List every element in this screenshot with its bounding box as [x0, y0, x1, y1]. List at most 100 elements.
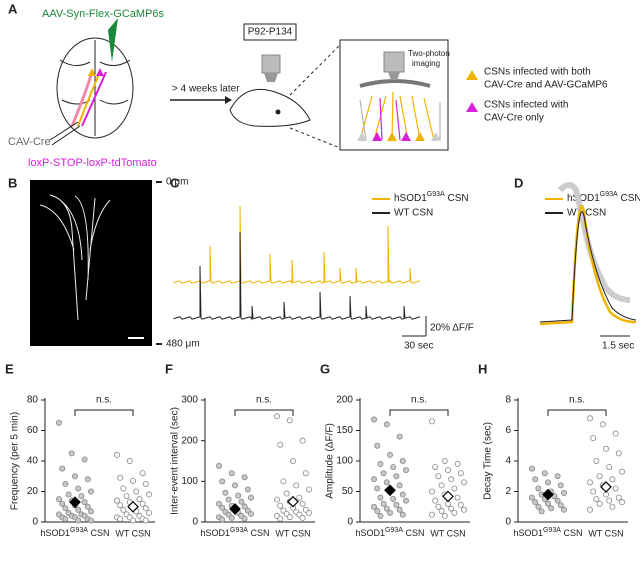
- data-point: [117, 502, 124, 509]
- micrograph: [30, 180, 152, 346]
- data-point: [435, 503, 442, 510]
- data-point: [438, 482, 445, 489]
- data-point: [139, 470, 146, 477]
- legend-text: CSNs infected with both: [484, 67, 591, 78]
- data-point: [299, 514, 306, 521]
- data-point: [142, 517, 149, 524]
- data-point: [554, 473, 561, 480]
- reporter-label: loxP-STOP-loxP-tdTomato: [28, 157, 157, 169]
- mean-marker: [229, 503, 241, 515]
- data-point: [380, 500, 387, 507]
- x-tick-label: WT CSN: [115, 528, 150, 538]
- data-point: [374, 508, 381, 515]
- data-point: [289, 457, 296, 464]
- data-point: [247, 510, 254, 517]
- data-point: [88, 488, 95, 495]
- brain-diagram: [49, 18, 478, 151]
- data-point: [215, 462, 222, 469]
- data-point: [370, 476, 377, 483]
- mean-marker: [542, 488, 554, 501]
- x-tick-label: hSOD1G93A CSN: [41, 527, 110, 538]
- data-point: [596, 500, 603, 507]
- data-point: [612, 485, 619, 492]
- data-point: [402, 467, 409, 474]
- data-point: [538, 508, 545, 515]
- data-point: [390, 495, 397, 502]
- scale-label: 30 sec: [404, 341, 433, 352]
- data-point: [219, 504, 226, 511]
- data-point: [399, 457, 406, 464]
- x-tick-label: WT CSN: [588, 528, 623, 538]
- data-point: [606, 464, 613, 471]
- age-label: P92-P134: [248, 27, 293, 38]
- data-point: [293, 482, 300, 489]
- data-point: [219, 478, 226, 485]
- scale-label: 20% ΔF/F: [430, 323, 474, 334]
- data-point: [451, 509, 458, 516]
- data-point: [593, 496, 600, 503]
- data-point: [609, 503, 616, 510]
- data-point: [386, 451, 393, 458]
- data-point: [435, 473, 442, 480]
- legend-text: hSOD1G93A CSN: [394, 191, 469, 203]
- y-tick-label: 4: [505, 456, 511, 467]
- data-point: [126, 457, 133, 464]
- data-point: [386, 509, 393, 516]
- panel-label: C: [170, 175, 180, 190]
- y-axis-label: Frequency (per 5 min): [10, 412, 21, 510]
- data-point: [457, 470, 464, 477]
- data-point: [145, 491, 152, 498]
- data-point: [222, 489, 229, 496]
- data-point: [68, 450, 75, 457]
- x-tick-label: hSOD1G93A CSN: [514, 527, 583, 538]
- data-point: [557, 502, 564, 509]
- data-point: [59, 465, 66, 472]
- y-tick-label: 300: [181, 395, 198, 406]
- data-point: [139, 500, 146, 507]
- data-point: [457, 501, 464, 508]
- data-point: [460, 479, 467, 486]
- data-point: [451, 485, 458, 492]
- panel-label: A: [8, 1, 18, 16]
- significance-bracket: [389, 409, 449, 416]
- scale-bar: [402, 316, 427, 337]
- axis: [359, 398, 470, 523]
- data-point: [56, 419, 63, 426]
- data-point: [432, 464, 439, 471]
- data-point: [393, 501, 400, 508]
- y-tick-label: 2: [505, 486, 511, 497]
- data-point: [529, 465, 536, 472]
- data-point: [244, 486, 251, 493]
- data-point: [75, 517, 82, 524]
- data-point: [65, 491, 72, 498]
- data-point: [535, 503, 542, 510]
- data-point: [370, 503, 377, 510]
- panel-label: B: [8, 175, 17, 190]
- panel-label: E: [5, 361, 14, 376]
- data-point: [280, 478, 287, 485]
- data-point: [62, 480, 69, 487]
- y-tick-label: 150: [336, 425, 353, 436]
- legend-text: CAV-Cre and AAV-GCaMP6: [484, 80, 608, 91]
- y-tick-label: 200: [336, 395, 353, 406]
- y-axis-label: Amplitude (ΔF/F): [325, 423, 336, 499]
- data-point: [612, 430, 619, 437]
- data-point: [273, 496, 280, 503]
- data-point: [283, 490, 290, 497]
- data-point: [305, 510, 312, 517]
- data-point: [136, 496, 143, 503]
- data-point: [305, 486, 312, 493]
- data-point: [444, 467, 451, 474]
- data-point: [56, 496, 63, 503]
- data-point: [535, 485, 542, 492]
- data-point: [548, 505, 555, 512]
- data-point: [62, 505, 69, 512]
- data-point: [529, 494, 536, 501]
- panel-label: G: [320, 361, 330, 376]
- data-point: [277, 515, 284, 522]
- data-point: [428, 418, 435, 425]
- data-point: [615, 450, 622, 457]
- x-tick-label: WT CSN: [275, 528, 310, 538]
- data-point: [606, 497, 613, 504]
